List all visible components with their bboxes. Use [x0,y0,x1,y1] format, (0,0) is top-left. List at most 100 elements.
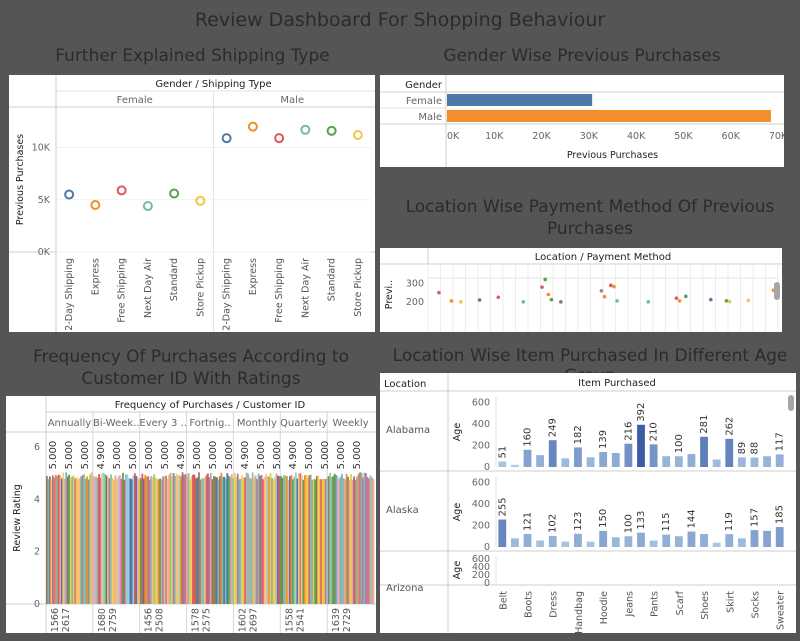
frequency-bar [344,479,346,604]
frequency-bar [309,474,312,604]
items-data-label: 123 [573,512,584,531]
frequency-y-tick: 6 [34,442,40,453]
frequency-bar [365,473,367,604]
frequency-bar [359,472,361,604]
gender-x-tick: 30K [580,131,599,142]
frequency-bar [351,479,354,604]
items-bar [498,461,507,467]
frequency-data-label: 5.000 [208,441,219,470]
location-payment-y-tick: 300 [406,279,424,290]
frequency-bar [147,476,150,604]
items-x-label: Dress [549,591,560,618]
frequency-bar [59,475,62,604]
items-data-label: 133 [636,511,647,530]
frequency-data-label: 5.000 [192,441,203,470]
frequency-bar [321,478,324,604]
frequency-bar [281,477,284,604]
items-bar [763,530,771,547]
frequency-y-tick: 2 [34,547,40,558]
items-data-label: 249 [548,418,559,437]
frequency-bar [239,478,242,604]
frequency-bar [269,472,272,604]
frequency-bar [175,473,178,604]
shipping-point [221,133,232,144]
frequency-bar [171,476,174,604]
items-bar [662,456,671,467]
items-x-label: Socks [750,591,761,619]
frequency-bar [74,478,77,604]
frequency-bar [207,473,209,604]
items-x-label: Pants [650,591,661,617]
frequency-bar [102,472,105,604]
items-bar [523,449,532,467]
frequency-data-label: 5.000 [64,441,75,470]
frequency-x-label: 2575 [202,608,213,632]
frequency-bar [46,476,48,604]
items-bar [687,531,696,547]
frequency-bar [159,478,162,604]
frequency-bar [326,477,329,604]
items-y-tick: 200 [472,520,490,531]
frequency-bar [283,475,285,604]
frequency-bar [65,472,68,604]
gender-row-header: Gender [405,80,443,91]
items-data-label: 392 [636,403,647,422]
frequency-bar [77,479,80,604]
frequency-panel-title: Frequency Of Purchases According to Cust… [32,347,350,389]
frequency-bar [180,476,182,604]
frequency-bar [111,477,114,604]
frequency-data-label: 5.000 [160,441,171,470]
frequency-bar [117,476,120,604]
frequency-bar [277,475,279,604]
shipping-point [352,130,363,141]
items-bar [637,424,645,467]
shipping-x-label: Free Shipping [274,258,285,323]
frequency-bar [75,477,78,604]
frequency-bar [108,478,111,604]
shipping-point [64,189,75,200]
frequency-bar [150,476,153,604]
shipping-point [274,133,285,144]
frequency-y-tick: 0 [34,599,40,610]
location-payment-point [599,289,604,293]
gender-panel: Gender Female Male 0K 10K 20K 30K 40K 50K 60K 70K P… [380,75,784,167]
frequency-bar [132,475,135,604]
frequency-bar [133,473,136,604]
frequency-bar [271,477,273,604]
items-bar [611,537,620,547]
frequency-bar [135,476,138,604]
frequency-bar [236,473,239,604]
frequency-bar [172,472,175,604]
gender-x-tick: 10K [485,131,504,142]
frequency-bar [72,475,75,604]
frequency-group-label: Weekly [333,418,369,429]
frequency-bar [80,476,83,604]
location-payment-point [559,300,563,304]
frequency-group-label: Monthly [237,418,277,429]
frequency-group-label: Every 3 .. [139,418,187,429]
items-bar [586,457,595,467]
frequency-bar [166,478,169,604]
frequency-data-label: 5.000 [320,441,331,470]
frequency-bar [232,478,235,604]
frequency-bar [262,479,264,604]
frequency-data-label: 4.900 [96,441,107,470]
items-bar [548,536,557,547]
items-data-label: 100 [623,514,634,533]
frequency-bar [116,479,118,604]
items-x-label: Handbag [574,591,585,633]
frequency-bar [168,474,171,604]
items-bar [561,541,570,547]
items-data-label: 100 [674,434,685,453]
frequency-bar [199,479,202,604]
frequency-bar [157,479,160,604]
location-payment-panel: Location / Payment Method 200 300 Previ.. [380,248,782,332]
frequency-bar [126,474,129,604]
frequency-bar [160,479,163,604]
gender-bar [447,94,593,106]
items-y-title: Age [452,561,463,580]
frequency-bar [314,479,317,604]
items-bar [599,530,608,547]
items-bar [750,457,759,467]
